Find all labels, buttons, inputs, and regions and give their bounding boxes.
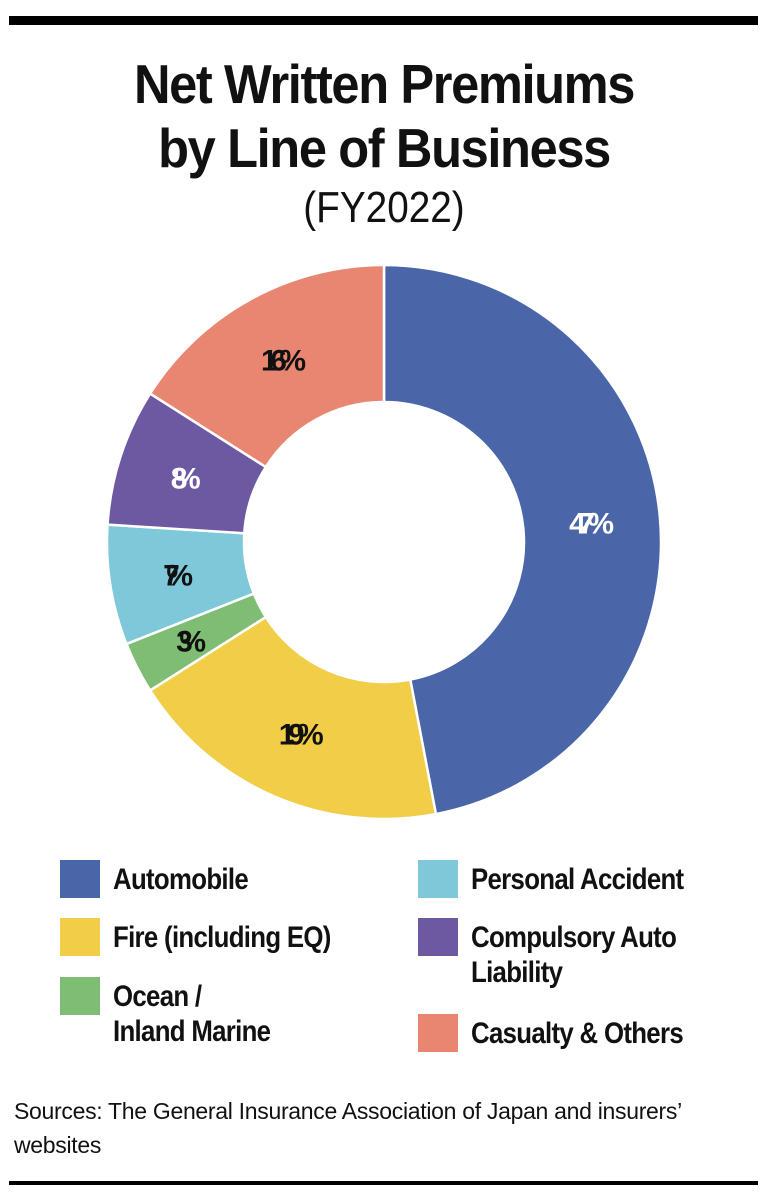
legend-label: Fire (including EQ) <box>113 921 331 954</box>
chart-subtitle: (FY2022) <box>303 183 465 232</box>
legend-item-compulsory-auto-liability: Compulsory Auto Liability <box>418 918 710 990</box>
chart-title-line1: Net Written Premiums <box>133 53 635 115</box>
source-note: Sources: The General Insurance Associati… <box>14 1098 682 1158</box>
legend-label: Casualty & Others <box>471 1017 684 1050</box>
slice-label-ocean-inland-marine: 3% <box>176 625 206 658</box>
top-rule <box>9 16 758 25</box>
legend-item-casualty-others: Casualty & Others <box>418 1014 717 1052</box>
slice-fire <box>148 615 438 821</box>
legend-item-automobile: Automobile <box>60 860 270 898</box>
legend-label: Ocean / Inland Marine <box>113 980 271 1048</box>
bottom-rule <box>9 1181 758 1185</box>
legend-swatch <box>60 977 100 1015</box>
legend-swatch <box>60 918 100 956</box>
legend-swatch <box>418 918 458 956</box>
slice-label-compulsory-auto-liability: 8% <box>171 463 201 496</box>
legend-swatch <box>418 1014 458 1052</box>
legend-swatch <box>418 860 458 898</box>
legend-label: Automobile <box>113 863 249 896</box>
donut-slices <box>105 263 663 821</box>
legend-item-ocean-inland-marine: Ocean / Inland Marine <box>60 977 296 1049</box>
donut-labels: 47% 19% 3% 7% 8% 16% <box>163 344 614 751</box>
slice-label-personal-accident: 7% <box>163 560 193 593</box>
slice-label-automobile: 47% <box>569 507 614 540</box>
legend-item-personal-accident: Personal Accident <box>418 860 718 898</box>
legend-label: Compulsory Auto Liability <box>471 921 677 989</box>
legend-item-fire: Fire (including EQ) <box>60 918 366 956</box>
legend-label: Personal Accident <box>471 863 684 896</box>
slice-label-casualty-others: 16% <box>261 344 306 377</box>
slice-casualty-others <box>148 263 386 469</box>
chart-title-line2: by Line of Business <box>158 117 611 179</box>
legend-swatch <box>60 860 100 898</box>
slice-label-fire: 19% <box>279 718 324 751</box>
slice-automobile <box>382 263 663 816</box>
